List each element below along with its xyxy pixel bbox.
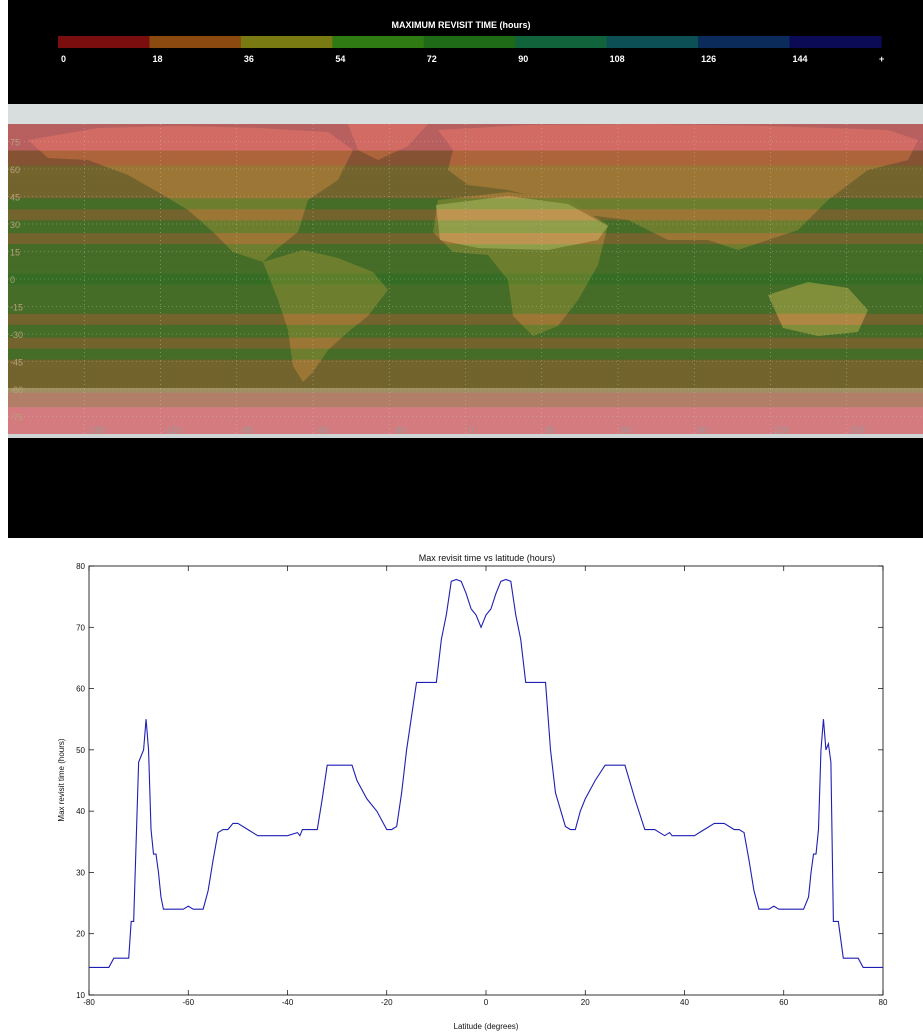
longitude-label: 120 (774, 425, 789, 435)
revisit-band (8, 198, 923, 210)
x-tick-label: -80 (83, 998, 95, 1007)
bottom-strip (8, 434, 923, 438)
latitude-label: 0 (10, 275, 15, 285)
x-axis-label: Latitude (degrees) (454, 1022, 519, 1031)
latitude-label: 45 (10, 193, 20, 203)
line-chart-panel: Max revisit time vs latitude (hours) -80… (0, 548, 923, 1032)
latitude-label: 60 (10, 165, 20, 175)
revisit-band (8, 273, 923, 285)
y-tick-label: 30 (76, 868, 85, 877)
x-tick-label: -40 (282, 998, 294, 1007)
colorbar-tick-label: 90 (518, 54, 528, 64)
map-gridlines (8, 124, 923, 434)
colorbar-segment (240, 36, 333, 48)
colorbar (58, 36, 882, 48)
revisit-band (8, 233, 923, 245)
revisit-map: MAXIMUM REVISIT TIME (hours) 0 18 36 54 72 90… (8, 20, 923, 438)
colorbar-segment (515, 36, 608, 48)
x-tick-labels: -80 -60 -40 -20 0 20 40 60 80 (83, 998, 888, 1007)
revisit-band (8, 255, 923, 265)
revisit-band (8, 359, 923, 371)
y-tick-label: 40 (76, 807, 85, 816)
revisit-band (8, 427, 923, 434)
colorbar-tick-label: + (879, 54, 884, 64)
longitude-label: -150 (87, 425, 105, 435)
longitude-labels: -150 -120 -90 -60 -30 0 30 60 90 120 150 (87, 425, 865, 435)
revisit-band (8, 313, 923, 325)
y-tick-label: 70 (76, 623, 85, 632)
latitude-label: -45 (10, 358, 23, 368)
colorbar-segment (698, 36, 791, 48)
revisit-band (8, 150, 923, 166)
y-tick-label: 20 (76, 930, 85, 939)
colorbar-tick-label: 54 (335, 54, 345, 64)
series-line (89, 578, 883, 968)
revisit-band (8, 176, 923, 188)
longitude-label: 150 (850, 425, 865, 435)
x-tick-label: -20 (381, 998, 393, 1007)
longitude-label: -90 (240, 425, 253, 435)
y-axis-label: Max revisit time (hours) (57, 738, 66, 821)
revisit-band (8, 337, 923, 349)
latitude-label: -15 (10, 303, 23, 313)
longitude-label: 30 (545, 425, 555, 435)
colorbar-tick-label: 36 (244, 54, 254, 64)
revisit-band (8, 381, 923, 393)
latitude-label: 75 (10, 138, 20, 148)
colorbar-tick-label: 72 (427, 54, 437, 64)
x-tick-label: 40 (680, 998, 689, 1007)
revisit-band (8, 348, 923, 360)
colorbar-tick-label: 18 (152, 54, 162, 64)
longitude-label: 0 (469, 425, 474, 435)
latitude-labels: 75 60 45 30 15 0 -15 -30 -45 -60 -75 (10, 138, 23, 423)
longitude-label: 90 (697, 425, 707, 435)
colorbar-segment (58, 36, 150, 48)
revisit-band (8, 293, 923, 303)
x-tick-label: 60 (779, 998, 788, 1007)
revisit-band (8, 209, 923, 221)
revisit-band (8, 220, 923, 234)
latitude-label: -30 (10, 330, 23, 340)
colorbar-segment (332, 36, 425, 48)
x-tick-label: 80 (879, 998, 888, 1007)
latitude-label: 30 (10, 220, 20, 230)
colorbar-segment (149, 36, 242, 48)
y-tick-label: 50 (76, 746, 85, 755)
y-tick-label: 10 (76, 991, 85, 1000)
colorbar-title: MAXIMUM REVISIT TIME (hours) (392, 20, 531, 30)
x-tick-label: 0 (484, 998, 489, 1007)
colorbar-segment (606, 36, 699, 48)
x-tick-label: -60 (182, 998, 194, 1007)
revisit-band (8, 244, 923, 256)
y-tick-label: 60 (76, 685, 85, 694)
chart-title: Max revisit time vs latitude (hours) (419, 553, 556, 563)
revisit-band (8, 284, 923, 294)
latitude-label: 15 (10, 248, 20, 258)
revisit-band (8, 165, 923, 177)
latitude-label: -75 (10, 413, 23, 423)
longitude-label: -120 (164, 425, 182, 435)
revisit-band (8, 124, 923, 131)
colorbar-tick-label: 144 (793, 54, 808, 64)
axis-ticks (88, 565, 884, 996)
colorbar-segment (423, 36, 516, 48)
colorbar-tick-label: 126 (701, 54, 716, 64)
y-tick-label: 80 (76, 562, 85, 571)
revisit-band (8, 324, 923, 338)
revisit-bands (8, 124, 923, 434)
colorbar-segment (789, 36, 882, 48)
colorbar-tick-label: 0 (61, 54, 66, 64)
line-chart: Max revisit time vs latitude (hours) -80… (57, 553, 888, 1031)
arctic-ice (8, 104, 923, 124)
latitude-label: -60 (10, 385, 23, 395)
colorbar-ticks: 0 18 36 54 72 90 108 126 144 + (61, 54, 884, 64)
plot-frame (88, 565, 884, 996)
longitude-label: 60 (621, 425, 631, 435)
longitude-label: -60 (316, 425, 329, 435)
revisit-map-panel: MAXIMUM REVISIT TIME (hours) 0 18 36 54 72 90… (8, 0, 923, 538)
longitude-label: -30 (392, 425, 405, 435)
colorbar-tick-label: 108 (610, 54, 625, 64)
y-tick-labels: 10 20 30 40 50 60 70 80 (76, 562, 85, 1000)
x-tick-label: 20 (581, 998, 590, 1007)
